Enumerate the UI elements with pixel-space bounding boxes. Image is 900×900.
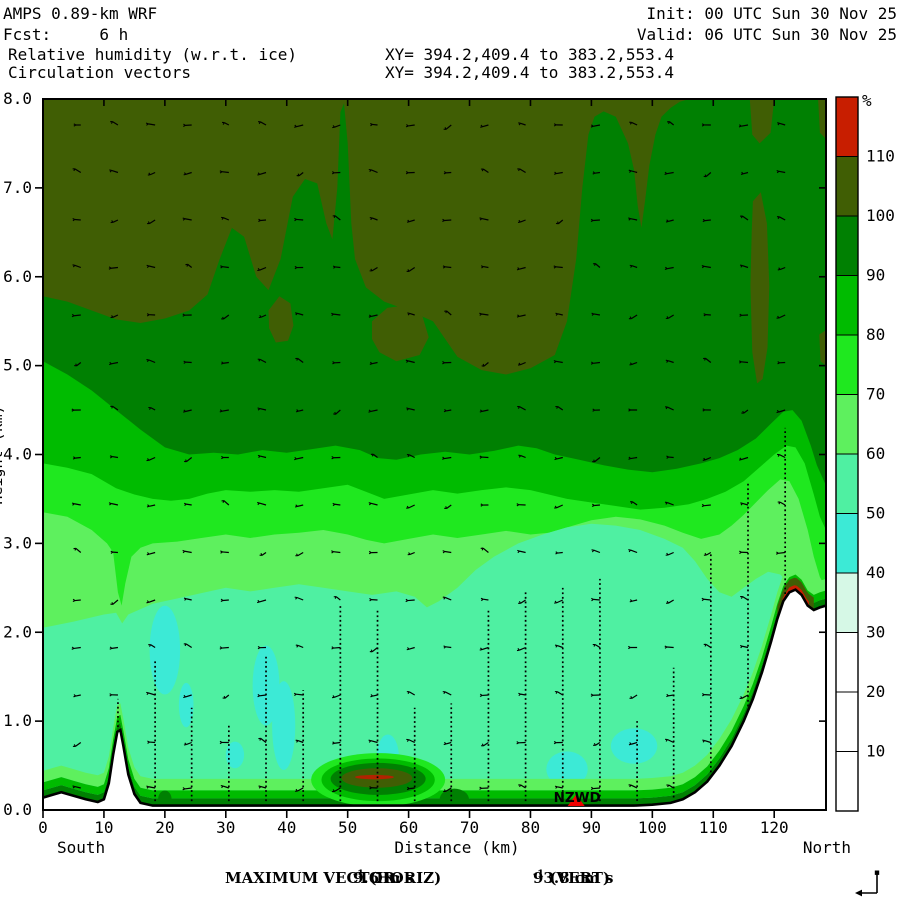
- svg-text:60: 60: [866, 444, 885, 463]
- max-vector-caption: MAXIMUM VECTOR: 9.6 m s -1 (HORIZ) 93.8 c…: [0, 869, 900, 891]
- svg-text:110: 110: [699, 818, 728, 837]
- svg-text:20: 20: [866, 682, 885, 701]
- svg-text:90: 90: [582, 818, 601, 837]
- svg-text:NZWD: NZWD: [554, 790, 601, 806]
- svg-text:5.0: 5.0: [3, 356, 32, 375]
- svg-text:1.0: 1.0: [3, 711, 32, 730]
- forecast-hour: Fcst: 6 h: [3, 25, 129, 44]
- wind-vectors: [71, 121, 787, 802]
- max-vector-vert: 93.8 cm s -1 (VERT): [533, 869, 614, 887]
- svg-text:110: 110: [866, 147, 895, 166]
- svg-text:Distance (km): Distance (km): [394, 838, 519, 857]
- svg-text:3.0: 3.0: [3, 533, 32, 552]
- svg-text:7.0: 7.0: [3, 178, 32, 197]
- svg-text:North: North: [803, 838, 851, 857]
- svg-text:120: 120: [760, 818, 789, 837]
- svg-text:80: 80: [866, 325, 885, 344]
- svg-text:40: 40: [866, 563, 885, 582]
- cross-section-xy-line2: XY= 394.2,409.4 to 383.2,553.4: [385, 63, 674, 82]
- vector-scale-legend: [855, 870, 880, 897]
- station-marker: NZWD: [554, 790, 601, 806]
- svg-text:60: 60: [399, 818, 418, 837]
- svg-text:10: 10: [94, 818, 113, 837]
- svg-text:100: 100: [866, 206, 895, 225]
- svg-text:10: 10: [866, 742, 885, 761]
- svg-text:South: South: [57, 838, 105, 857]
- terrain: [43, 588, 826, 810]
- field-name-line2: Circulation vectors: [8, 63, 192, 82]
- model-title: AMPS 0.89-km WRF: [3, 4, 158, 23]
- svg-text:50: 50: [866, 504, 885, 523]
- svg-text:0.0: 0.0: [3, 800, 32, 819]
- svg-text:2.0: 2.0: [3, 622, 32, 641]
- init-time: Init: 00 UTC Sun 30 Nov 25: [646, 4, 897, 23]
- valid-time: Valid: 06 UTC Sun 30 Nov 25: [636, 25, 897, 44]
- svg-text:70: 70: [866, 385, 885, 404]
- svg-text:50: 50: [338, 818, 357, 837]
- svg-text:4.0: 4.0: [3, 445, 32, 464]
- svg-text:90: 90: [866, 266, 885, 285]
- colorbar: % 110 100 90 80 70 60 50 40 30 20 10: [835, 91, 895, 812]
- max-vector-horiz: 9.6 m s -1 (HORIZ): [353, 869, 442, 887]
- cross-section-xy-line1: XY= 394.2,409.4 to 383.2,553.4: [385, 45, 674, 64]
- axes-frame: 8.0 7.0 6.0 5.0 4.0 3.0 2.0 1.0 0.0 0 10 20 30 40 50 60…: [0, 89, 851, 857]
- svg-text:6.0: 6.0: [3, 267, 32, 286]
- svg-text:Height (km): Height (km): [0, 405, 6, 504]
- svg-text:0: 0: [38, 818, 48, 837]
- svg-text:20: 20: [155, 818, 174, 837]
- svg-text:100: 100: [638, 818, 667, 837]
- svg-text:30: 30: [866, 623, 885, 642]
- svg-text:30: 30: [216, 818, 235, 837]
- svg-text:8.0: 8.0: [3, 89, 32, 108]
- svg-text:70: 70: [460, 818, 479, 837]
- contour-field: [43, 99, 826, 810]
- svg-text:%: %: [862, 91, 872, 110]
- max-vector-label: MAXIMUM VECTOR:: [225, 869, 401, 887]
- field-name-line1: Relative humidity (w.r.t. ice): [8, 45, 297, 64]
- svg-text:40: 40: [277, 818, 296, 837]
- svg-text:80: 80: [521, 818, 540, 837]
